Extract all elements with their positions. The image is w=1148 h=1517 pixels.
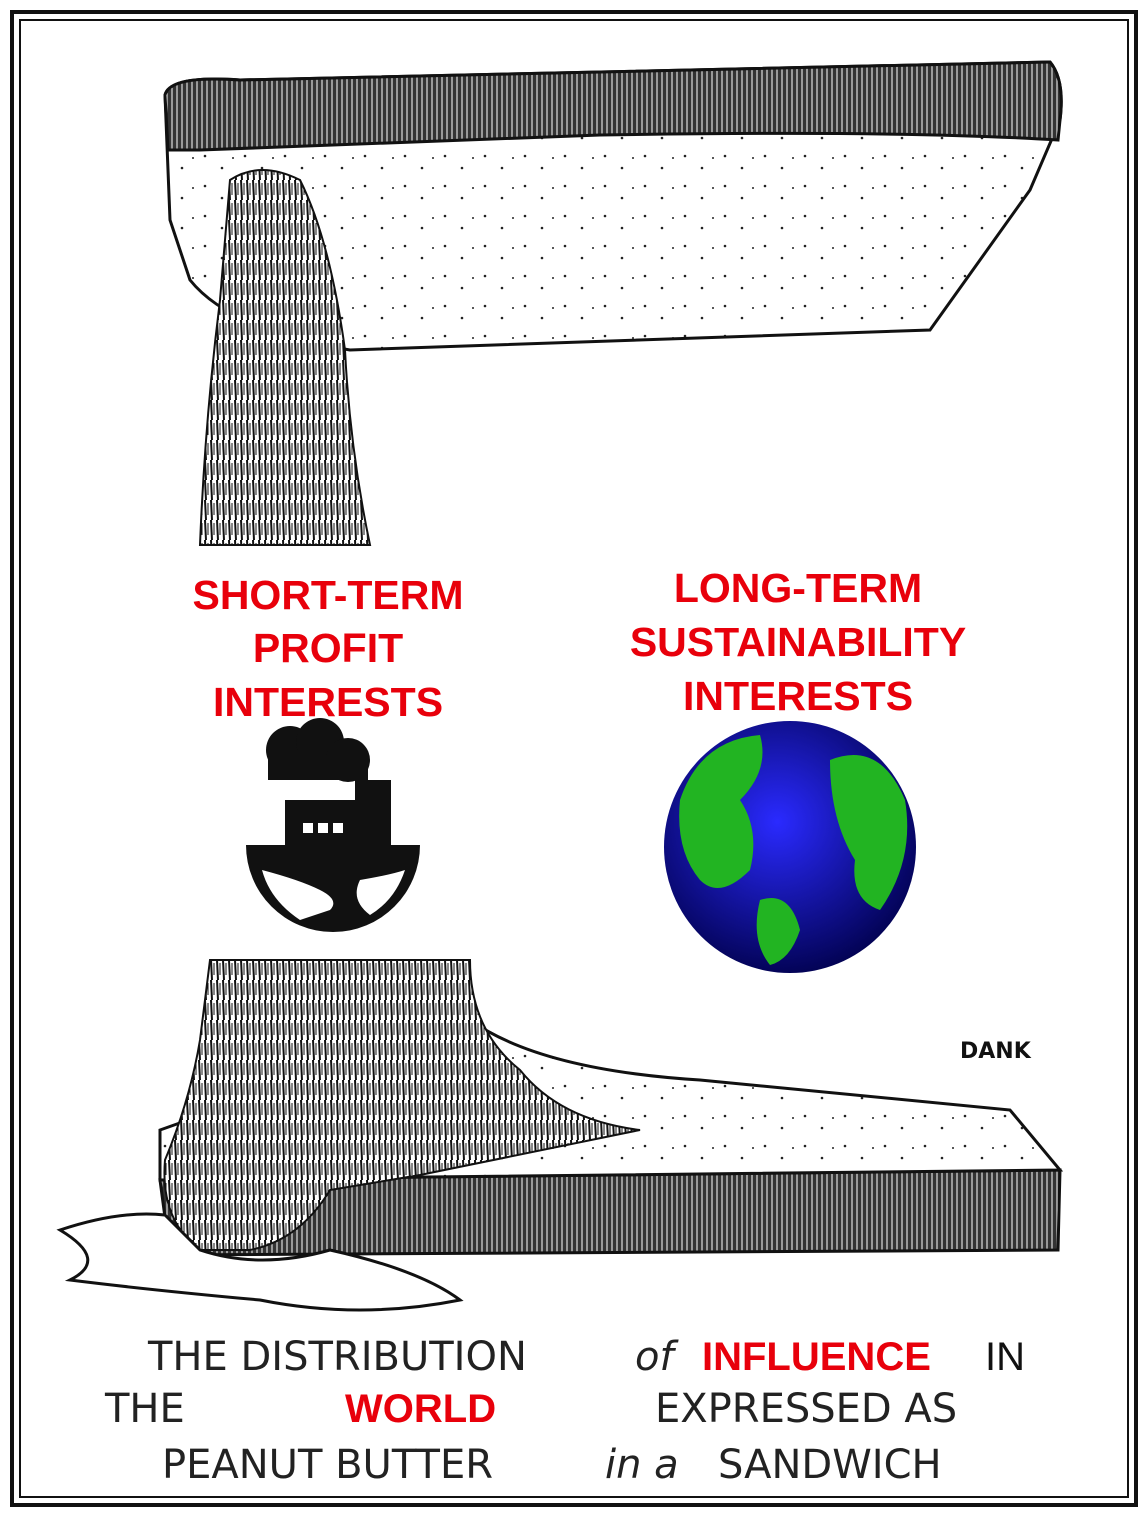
- left-label: INTERESTS: [213, 679, 443, 725]
- factory-icon: [246, 718, 420, 932]
- left-label: PROFIT: [253, 625, 403, 671]
- caption-highlight: WORLD: [345, 1387, 496, 1431]
- bottom-bread: [60, 960, 1060, 1310]
- caption: IN: [985, 1335, 1025, 1379]
- caption: THE DISTRIBUTION: [147, 1334, 527, 1380]
- right-label: SUSTAINABILITY: [630, 619, 966, 665]
- cartoon: SHORT-TERM PROFIT INTERESTS LONG-TERM SU…: [0, 0, 1148, 1517]
- caption: of: [635, 1334, 679, 1380]
- signature: DANK: [960, 1039, 1032, 1064]
- caption: EXPRESSED AS: [655, 1386, 957, 1432]
- caption: PEANUT BUTTER: [162, 1442, 493, 1488]
- right-label: LONG-TERM: [674, 565, 922, 611]
- globe: [664, 721, 916, 973]
- caption: in a: [605, 1442, 679, 1488]
- right-label: INTERESTS: [683, 673, 913, 719]
- caption: THE: [104, 1386, 185, 1432]
- left-label: SHORT-TERM: [192, 572, 463, 618]
- caption: SANDWICH: [718, 1442, 942, 1488]
- caption-highlight: INFLUENCE: [702, 1335, 931, 1379]
